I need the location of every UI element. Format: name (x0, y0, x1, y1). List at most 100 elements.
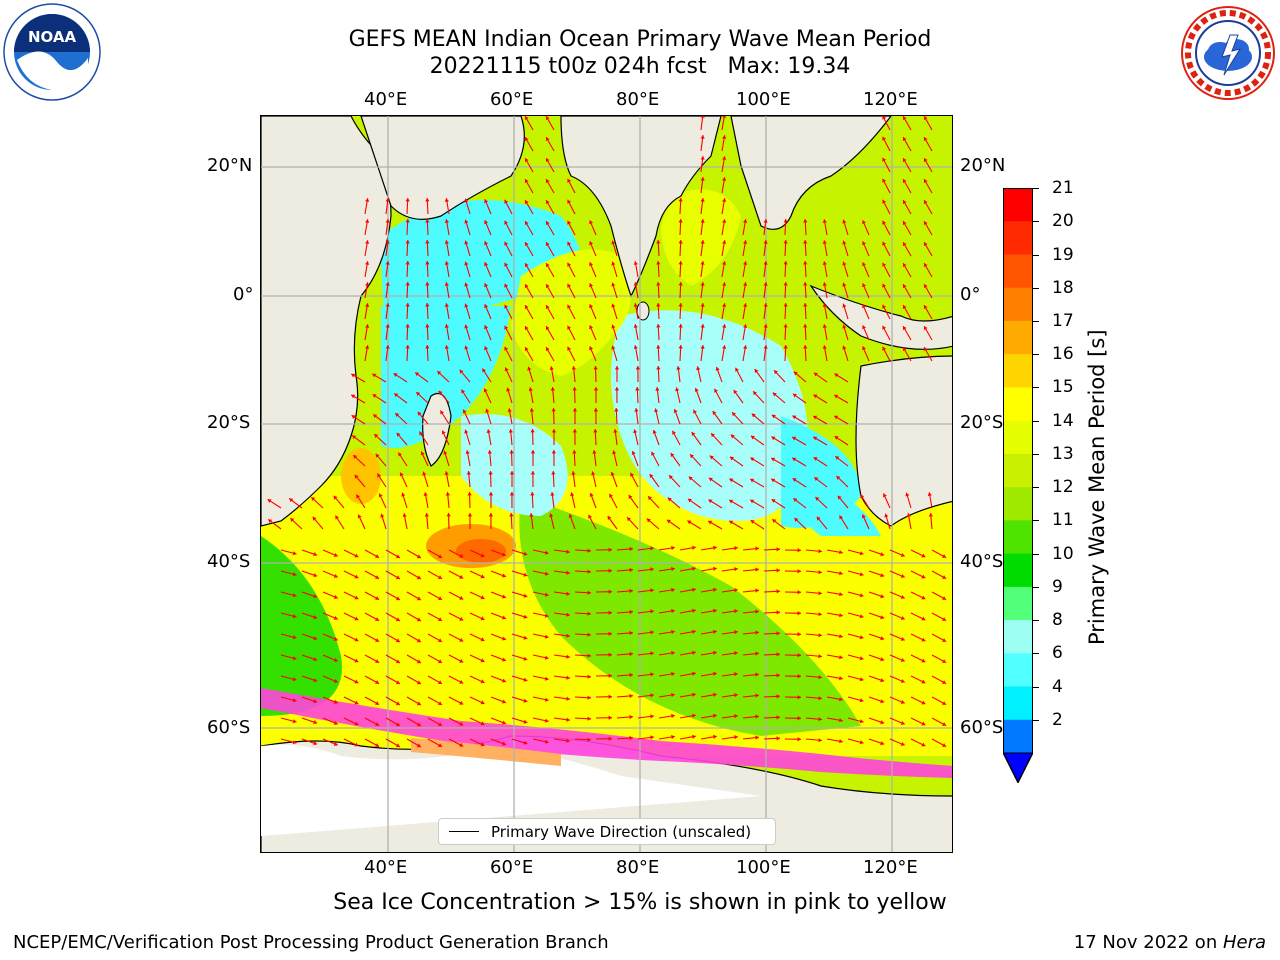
wave-arrow-head (722, 303, 727, 307)
wave-arrow-head (900, 742, 905, 746)
wave-arrow-head (587, 569, 591, 574)
wave-arrow-head (859, 719, 864, 724)
wave-arrow-head (735, 367, 739, 372)
colorbar-tick-label: 11 (1052, 510, 1074, 531)
wave-arrow-head (713, 692, 717, 697)
wave-arrow-head (354, 574, 359, 579)
wave-arrow-head (792, 436, 797, 441)
sea-ice-band (261, 688, 952, 778)
wave-arrow-head (722, 177, 727, 181)
colorbar-tick-mark (1033, 686, 1039, 688)
wave-arrow-head (399, 472, 404, 477)
wave-arrow-head (459, 721, 464, 726)
wave-arrow-head (834, 394, 839, 399)
wave-arrow-head (611, 303, 616, 308)
wave-arrow-head (614, 408, 619, 412)
wave-arrow-head (722, 116, 727, 118)
colorbar-tick-label: 6 (1052, 643, 1063, 664)
wave-arrow-head (862, 304, 866, 309)
wave-arrow-head (923, 221, 928, 226)
wave-arrow-head (405, 345, 410, 349)
colorbar-tick-mark (1033, 719, 1039, 721)
wave-arrow-head (692, 650, 696, 655)
lat-tick-left: 40°S (207, 551, 251, 572)
wave-arrow-head (423, 492, 428, 496)
wave-arrow-head (942, 680, 947, 684)
wave-arrow-head (567, 199, 572, 204)
wave-arrow-head (776, 715, 780, 720)
wave-arrow-head (842, 240, 847, 245)
wave-arrow-head (405, 303, 410, 307)
wave-arrow-head (333, 552, 338, 557)
wave-arrow-head (365, 219, 370, 223)
wave-arrow-head (544, 718, 549, 723)
wave-arrow-head (713, 671, 717, 676)
wave-arrow-head (700, 282, 705, 286)
wave-arrow-head (921, 637, 926, 642)
wave-arrow-head (416, 617, 421, 622)
wave-arrow-head (292, 572, 297, 577)
wave-arrow-head (783, 219, 788, 223)
wave-arrow-head (444, 303, 449, 307)
wave-arrow-head (792, 457, 797, 462)
wave-arrow-head (671, 692, 675, 698)
wave-arrow-head (722, 198, 727, 202)
wave-arrow-head (545, 116, 550, 121)
wave-arrow-head (549, 366, 554, 370)
wave-arrow-head (445, 492, 450, 496)
wave-arrow-head (656, 240, 661, 244)
wave-arrow-head (743, 303, 748, 307)
wave-arrow-head (484, 241, 489, 246)
colorbar-segment (1003, 221, 1033, 256)
wave-arrow-head (395, 638, 400, 643)
wave-arrow-head (524, 347, 529, 352)
wave-arrow-head (729, 499, 734, 504)
colorbar-tick-mark (1033, 320, 1039, 322)
wave-arrow-head (927, 492, 932, 496)
wave-arrow-head (678, 303, 683, 307)
wave-arrow-head (416, 575, 421, 580)
wave-arrow-head (743, 324, 748, 328)
wave-arrow-head (459, 637, 464, 642)
wave-arrow-head (395, 659, 400, 664)
wave-arrow-head (797, 653, 801, 658)
wave-arrow-head (502, 741, 506, 746)
wave-arrow-head (459, 369, 464, 374)
wave-arrow-head (375, 659, 380, 663)
colorbar-tick-label: 8 (1052, 610, 1063, 631)
colorbar-tick-mark (1033, 620, 1039, 622)
wave-arrow-head (313, 678, 318, 683)
wave-arrow-head (333, 495, 338, 500)
wave-arrow-head (822, 303, 827, 307)
wave-arrow-head (942, 617, 947, 621)
wave-arrow-head (882, 262, 887, 267)
wave-arrow-head (656, 324, 661, 328)
wave-arrow-head (633, 303, 638, 307)
wave-arrow-head (880, 699, 885, 704)
wave-arrow-head (880, 678, 885, 683)
wave-arrow-head (751, 413, 756, 418)
wave-arrow-head (783, 240, 788, 244)
wave-arrow-head (783, 261, 788, 265)
wave-arrow-head (545, 347, 550, 352)
wave-arrow-head (713, 650, 717, 655)
wave-arrow-head (803, 303, 808, 307)
wave-arrow-head (566, 696, 570, 701)
wave-arrow-head (882, 220, 887, 225)
wave-arrow-head (550, 387, 555, 391)
wave-arrow-head (313, 636, 318, 641)
wave-arrow-head (713, 587, 717, 592)
wave-arrow-head (567, 304, 572, 309)
wave-arrow-head (776, 736, 780, 741)
wave-arrow-head (652, 430, 657, 434)
wave-arrow-head (834, 373, 839, 378)
wave-arrow-head (776, 589, 780, 594)
wave-arrow-head (333, 720, 338, 725)
wave-arrow-head (424, 513, 429, 517)
wave-arrow-head (803, 219, 808, 223)
wave-arrow-head (461, 389, 465, 394)
wave-arrow-head (405, 198, 410, 202)
wave-arrow-head (900, 553, 905, 557)
wave-arrow-head (734, 735, 738, 740)
land-australia (855, 355, 952, 527)
